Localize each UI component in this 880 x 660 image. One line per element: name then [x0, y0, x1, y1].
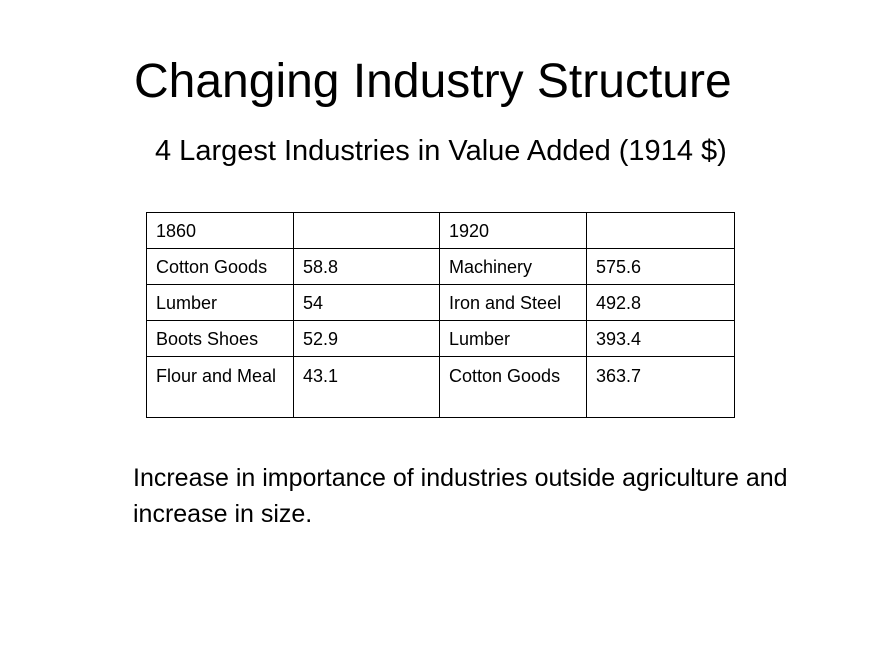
- industries-table: 1860 1920 Cotton Goods 58.8 Machinery 57…: [146, 212, 735, 418]
- industry-1860-cell: Cotton Goods: [146, 248, 294, 285]
- value-1860-cell: 43.1: [293, 356, 440, 418]
- header-cell-year-1920: 1920: [439, 212, 587, 249]
- slide-subtitle: 4 Largest Industries in Value Added (191…: [155, 135, 727, 167]
- value-1860-cell: 52.9: [293, 320, 440, 357]
- value-1920-cell: 393.4: [586, 320, 735, 357]
- value-1920-cell: 363.7: [586, 356, 735, 418]
- table-row: Flour and Meal 43.1 Cotton Goods 363.7: [146, 356, 735, 418]
- industry-1920-cell: Cotton Goods: [439, 356, 587, 418]
- header-cell-blank: [293, 212, 440, 249]
- value-1920-cell: 492.8: [586, 284, 735, 321]
- industry-1920-cell: Lumber: [439, 320, 587, 357]
- header-cell-year-1860: 1860: [146, 212, 294, 249]
- value-1920-cell: 575.6: [586, 248, 735, 285]
- table-header-row: 1860 1920: [146, 212, 735, 249]
- industry-1860-cell: Flour and Meal: [146, 356, 294, 418]
- table-row: Cotton Goods 58.8 Machinery 575.6: [146, 248, 735, 285]
- value-1860-cell: 54: [293, 284, 440, 321]
- table-row: Boots Shoes 52.9 Lumber 393.4: [146, 320, 735, 357]
- header-cell-blank: [586, 212, 735, 249]
- industry-1920-cell: Machinery: [439, 248, 587, 285]
- slide-body-text: Increase in importance of industries out…: [133, 464, 788, 528]
- table-row: Lumber 54 Iron and Steel 492.8: [146, 284, 735, 321]
- value-1860-cell: 58.8: [293, 248, 440, 285]
- industry-1920-cell: Iron and Steel: [439, 284, 587, 321]
- slide-title: Changing Industry Structure: [134, 55, 732, 108]
- industry-1860-cell: Boots Shoes: [146, 320, 294, 357]
- industry-1860-cell: Lumber: [146, 284, 294, 321]
